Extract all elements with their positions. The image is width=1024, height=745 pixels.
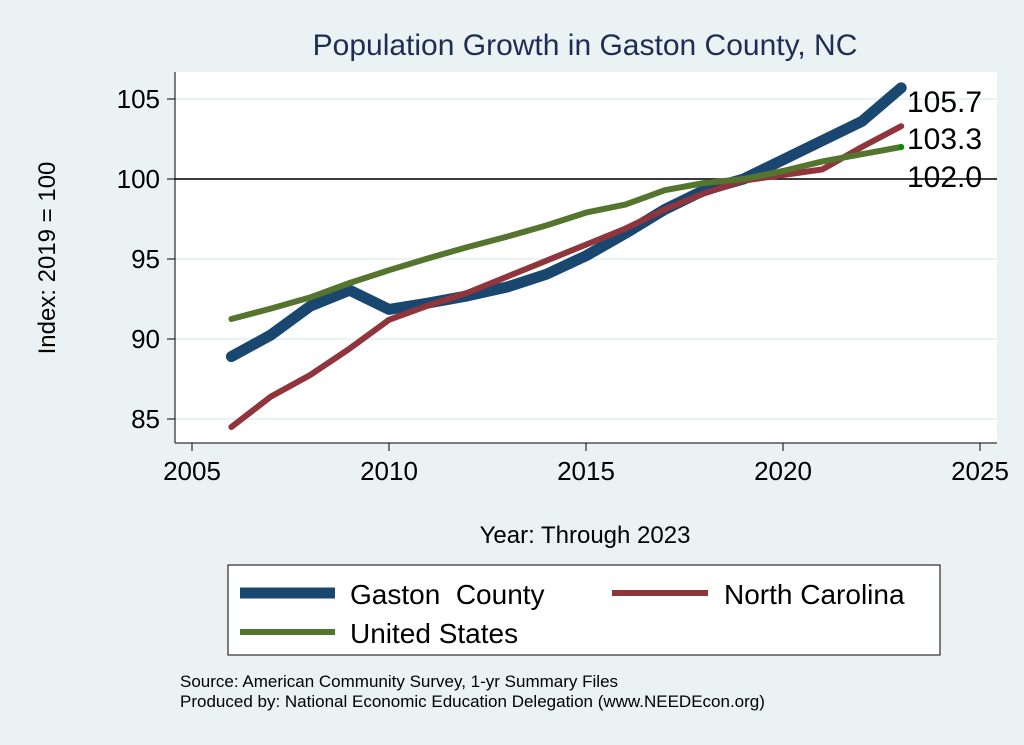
data-point-gaston <box>309 305 312 308</box>
legend-label-nc: North Carolina <box>724 579 905 610</box>
data-point-nc <box>703 192 706 195</box>
y-tick-label: 85 <box>131 404 160 434</box>
y-axis-label: Index: 2019 = 100 <box>34 162 61 355</box>
data-point-gaston <box>388 308 390 311</box>
series-line-nc <box>228 123 905 430</box>
data-point-gaston <box>821 139 824 142</box>
x-tick-label: 2010 <box>360 456 418 486</box>
data-point-nc <box>269 395 272 398</box>
y-tick-label: 105 <box>117 84 160 114</box>
data-point-gaston <box>860 120 863 123</box>
data-point-nc <box>427 304 430 307</box>
data-point-nc <box>585 243 587 246</box>
y-tick-label: 100 <box>117 164 160 194</box>
data-point-us <box>624 203 627 206</box>
end-label-nc: 103.3 <box>907 123 982 156</box>
data-point-gaston <box>506 286 509 288</box>
x-tick-label: 2020 <box>754 456 812 486</box>
data-point-nc <box>309 374 312 376</box>
data-point-nc <box>663 208 666 211</box>
data-point-us <box>585 211 587 214</box>
data-point-us <box>506 235 509 238</box>
data-point-gaston <box>348 289 351 292</box>
legend-label-us: United States <box>350 618 518 649</box>
data-point-nc <box>388 318 390 321</box>
produced-by-note: Produced by: National Economic Education… <box>180 692 765 711</box>
end-label-us: 102.0 <box>907 161 982 194</box>
end-label-gaston: 105.7 <box>907 86 982 119</box>
data-point-us <box>742 178 745 180</box>
data-point-nc <box>466 291 469 294</box>
data-point-gaston <box>624 232 627 235</box>
chart-title: Population Growth in Gaston County, NC <box>313 29 858 62</box>
legend: Gaston County North Carolina United Stat… <box>227 564 941 656</box>
data-point-nc <box>821 168 824 171</box>
series-line-gaston <box>225 82 907 363</box>
series-line-us <box>228 144 905 322</box>
data-point-us <box>388 269 390 272</box>
data-point-nc <box>900 125 903 128</box>
data-point-gaston <box>230 355 233 358</box>
data-point-us <box>860 153 863 156</box>
legend-label-gaston: Gaston County <box>350 579 545 610</box>
data-point-nc <box>624 227 627 230</box>
data-point-nc <box>506 275 509 278</box>
data-point-nc <box>348 347 351 350</box>
data-point-gaston <box>545 273 548 276</box>
y-tick-label: 90 <box>131 324 160 354</box>
y-tick-label: 95 <box>131 244 160 274</box>
data-point-us <box>427 257 430 260</box>
data-point-us <box>309 296 312 299</box>
data-point-us <box>703 182 706 184</box>
source-note: Source: American Community Survey, 1-yr … <box>180 672 618 691</box>
data-point-us <box>466 246 469 248</box>
data-point-us <box>269 307 272 310</box>
data-point-nc <box>860 146 863 148</box>
end-marker-us <box>898 144 905 150</box>
data-point-gaston <box>782 158 784 161</box>
data-point-nc <box>545 259 548 262</box>
data-point-us <box>545 224 548 227</box>
x-axis-label: Year: Through 2023 <box>480 522 691 549</box>
data-point-us <box>782 170 784 172</box>
data-point-nc <box>230 426 233 428</box>
data-point-nc <box>782 174 784 176</box>
data-point-us <box>230 318 233 320</box>
data-point-us <box>348 282 351 284</box>
x-tick-label: 2025 <box>951 456 1009 486</box>
x-tick-label: 2005 <box>163 456 221 486</box>
x-tick-label: 2015 <box>557 456 615 486</box>
data-point-us <box>821 160 824 163</box>
data-point-gaston <box>900 86 903 89</box>
data-point-gaston <box>269 334 272 336</box>
data-point-us <box>663 189 666 192</box>
data-point-gaston <box>585 254 587 257</box>
